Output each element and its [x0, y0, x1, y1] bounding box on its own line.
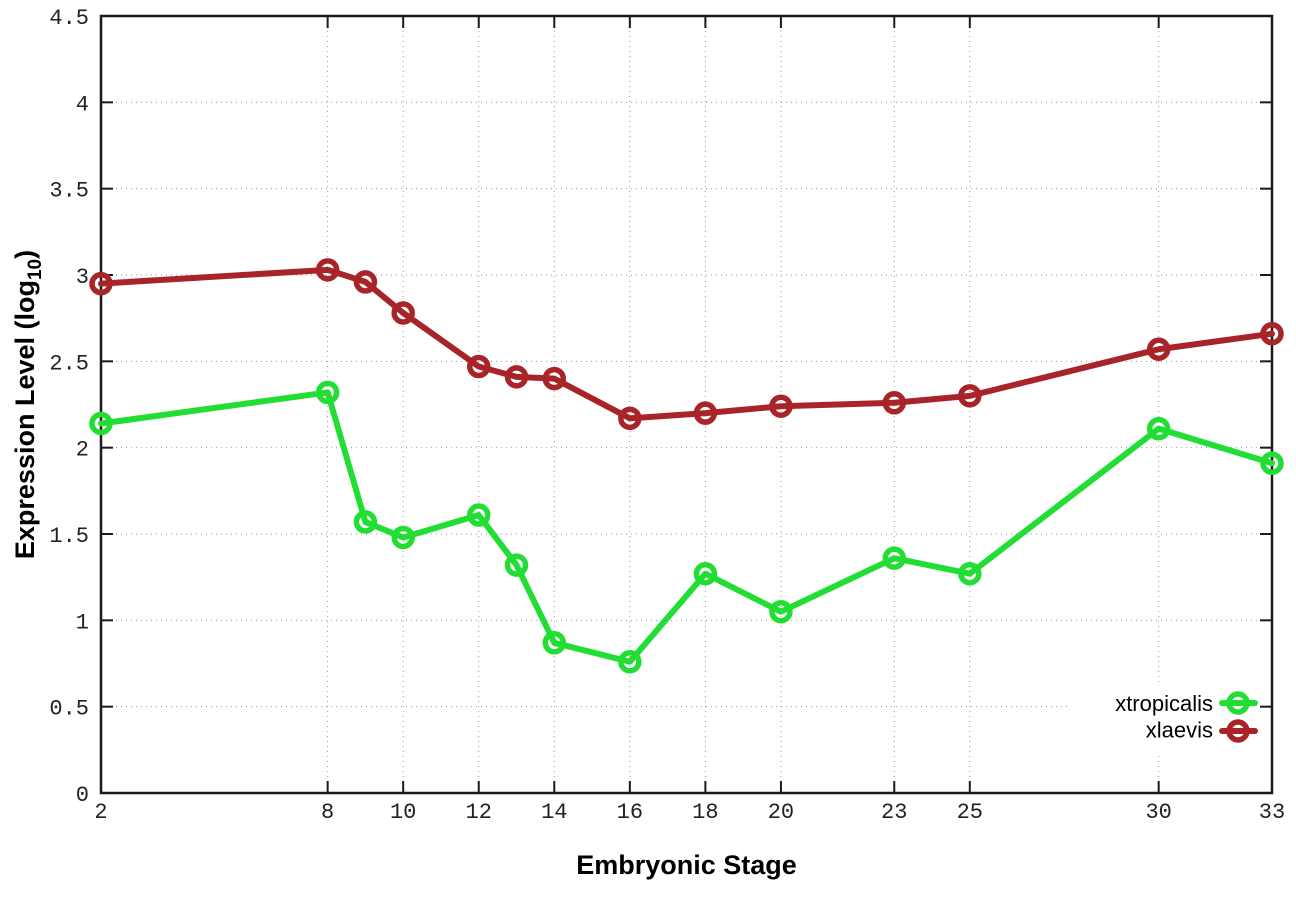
legend-entry-xtropicalis: xtropicalis [1115, 691, 1258, 716]
x-tick-label: 16 [617, 800, 643, 825]
data-point-marker [89, 271, 113, 296]
data-point-marker [882, 391, 907, 415]
data-point-marker [315, 380, 340, 405]
data-point-marker [391, 525, 415, 550]
y-axis-title: Expression Level (log10) [10, 250, 46, 559]
data-point-marker [1146, 416, 1171, 441]
y-tick-label: 1.5 [49, 524, 89, 549]
data-point-marker [958, 561, 982, 586]
data-point-marker [769, 599, 793, 624]
legend-marker-icon [1226, 719, 1250, 743]
data-point-marker [693, 561, 718, 586]
data-point-marker [315, 258, 340, 282]
y-tick-label: 0 [76, 783, 89, 808]
data-point-marker [542, 366, 567, 391]
y-tick-label: 1 [76, 610, 89, 635]
data-point-marker [1260, 321, 1284, 346]
data-point-marker [504, 365, 529, 389]
legend-label: xlaevis [1146, 718, 1213, 743]
x-tick-label: 23 [881, 800, 907, 825]
y-tick-label: 4.5 [49, 6, 89, 31]
data-point-marker [353, 270, 378, 294]
data-point-marker [618, 650, 642, 674]
y-tick-label: 2.5 [49, 351, 89, 376]
series-line-xlaevis [98, 266, 1275, 422]
x-tick-label: 14 [541, 800, 567, 825]
x-tick-label: 20 [768, 800, 794, 825]
data-point-marker [958, 384, 982, 408]
y-tick-label: 3.5 [49, 179, 89, 204]
data-point-marker [466, 503, 491, 527]
data-point-marker [693, 401, 718, 425]
x-axis-title: Embryonic Stage [576, 850, 797, 880]
data-point-marker [391, 301, 415, 325]
legend-marker-icon [1226, 691, 1250, 715]
x-tick-label: 18 [692, 800, 718, 825]
x-tick-label: 33 [1259, 800, 1285, 825]
data-point-marker [353, 510, 378, 534]
data-point-marker [466, 354, 491, 379]
x-tick-label: 30 [1145, 800, 1171, 825]
x-tick-label: 10 [390, 800, 416, 825]
y-tick-label: 2 [76, 438, 89, 463]
data-point-marker [618, 406, 642, 431]
series-layer [89, 258, 1284, 674]
data-point-marker [1260, 451, 1284, 475]
y-tick-label: 0.5 [49, 697, 89, 722]
data-point-marker [1146, 337, 1171, 361]
data-point-marker [542, 631, 567, 655]
x-tick-label: 12 [466, 800, 492, 825]
series-line-xtropicalis [98, 389, 1275, 665]
legend-label: xtropicalis [1115, 691, 1213, 716]
data-point-marker [882, 546, 907, 570]
x-tick-label: 2 [94, 800, 107, 825]
y-tick-label: 4 [76, 92, 89, 117]
legend-entry-xlaevis: xlaevis [1146, 718, 1258, 743]
data-point-marker [769, 394, 793, 418]
series-xlaevis [89, 258, 1284, 431]
series-xtropicalis [89, 380, 1284, 674]
data-point-marker [504, 553, 529, 577]
data-point-marker [89, 411, 113, 436]
x-tick-label: 8 [321, 800, 334, 825]
tick-label-layer: 2 8 10 12 14 16 18 20 23 25 30 33 0 0.5 1 1.5 2 2.5 3 3.5 4 4… [49, 6, 1285, 825]
y-tick-label: 3 [76, 265, 89, 290]
plot-frame-layer [99, 14, 1274, 795]
plot-border [99, 14, 1274, 795]
grid-layer [101, 16, 1272, 793]
x-tick-label: 25 [957, 800, 983, 825]
